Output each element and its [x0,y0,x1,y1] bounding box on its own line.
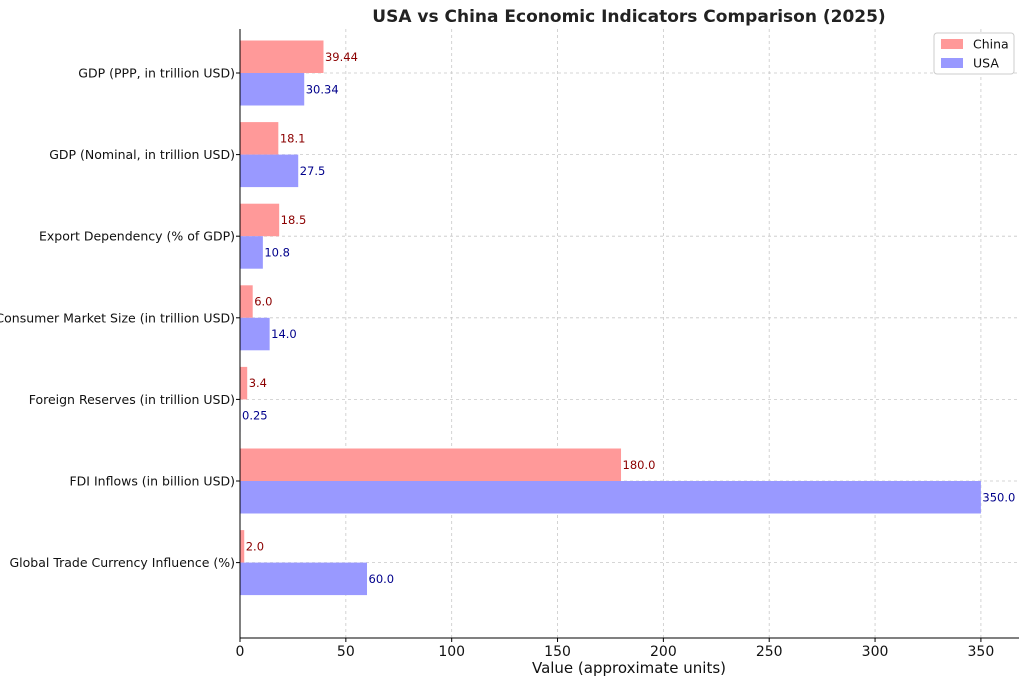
bar-china-foreign-reserves-in-trillion-usd [240,366,248,400]
bar-usa-gdp-ppp-in-trillion-usd [240,73,305,106]
data-label-china: 18.1 [280,131,306,145]
data-label-china: 3.4 [249,376,267,390]
axes [236,29,1019,642]
x-axis-label: Value (approximate units) [532,659,726,677]
x-tick-label: 300 [862,644,889,660]
tick-labels: 0 50 100 150 200 250 300 350 GDP (PPP, in trilli… [0,66,994,661]
bar-usa-fdi-inflows-in-billion-usd [240,481,981,514]
bar-usa-gdp-nominal-in-trillion-usd [240,154,299,188]
bar-china-fdi-inflows-in-billion-usd [240,448,622,481]
legend-swatch-usa [941,58,963,68]
category-label-gdp-nominal-in-trillion-usd: GDP (Nominal, in trillion USD) [49,147,235,162]
x-tick-label: 350 [968,644,995,660]
legend-swatch-china [941,39,963,49]
bars [240,40,981,596]
category-label-gdp-ppp-in-trillion-usd: GDP (PPP, in trillion USD) [78,66,235,81]
bar-china-gdp-ppp-in-trillion-usd [240,40,324,73]
category-label-fdi-inflows-in-billion-usd: FDI Inflows (in billion USD) [69,474,235,489]
data-label-usa: 30.34 [306,82,339,96]
data-label-china: 180.0 [623,458,656,472]
data-label-usa: 14.0 [271,327,297,341]
data-label-china: 2.0 [246,539,264,553]
category-label-consumer-market-size-in-trillion-usd: Consumer Market Size (in trillion USD) [0,310,235,325]
x-tick-label: 250 [756,644,783,660]
x-tick-label: 100 [438,644,465,660]
x-tick-label: 200 [650,644,677,660]
data-label-usa: 60.0 [369,572,395,586]
bar-china-export-dependency-of-gdp [240,203,280,237]
bar-china-consumer-market-size-in-trillion-usd [240,285,253,318]
grid-lines [240,29,1019,638]
data-label-usa: 27.5 [300,164,326,178]
category-label-foreign-reserves-in-trillion-usd: Foreign Reserves (in trillion USD) [29,392,235,407]
category-label-export-dependency-of-gdp: Export Dependency (% of GDP) [39,229,235,244]
category-label-global-trade-currency-influence: Global Trade Currency Influence (%) [9,555,235,570]
x-tick-label: 150 [544,644,571,660]
data-label-usa: 0.25 [242,409,268,423]
legend-label-china: China [973,37,1009,52]
x-tick-label: 50 [337,644,355,660]
chart-title: USA vs China Economic Indicators Compari… [372,7,885,27]
bar-china-global-trade-currency-influence [240,530,245,563]
data-label-china: 18.5 [281,213,307,227]
data-label-usa: 10.8 [264,245,290,259]
bar-usa-export-dependency-of-gdp [240,236,263,269]
data-label-china: 39.44 [325,50,358,64]
bar-china-gdp-nominal-in-trillion-usd [240,122,279,155]
data-labels: 39.44 18.1 18.5 6.0 3.4 180.0 2.0 30.34 27.5 10.8… [242,50,1015,586]
bar-usa-global-trade-currency-influence [240,562,368,596]
legend: China USA [933,32,1015,75]
legend-label-usa: USA [973,56,999,71]
bar-usa-consumer-market-size-in-trillion-usd [240,317,270,351]
x-tick-label: 0 [236,644,245,660]
data-label-china: 6.0 [254,295,272,309]
data-label-usa: 350.0 [982,490,1015,504]
